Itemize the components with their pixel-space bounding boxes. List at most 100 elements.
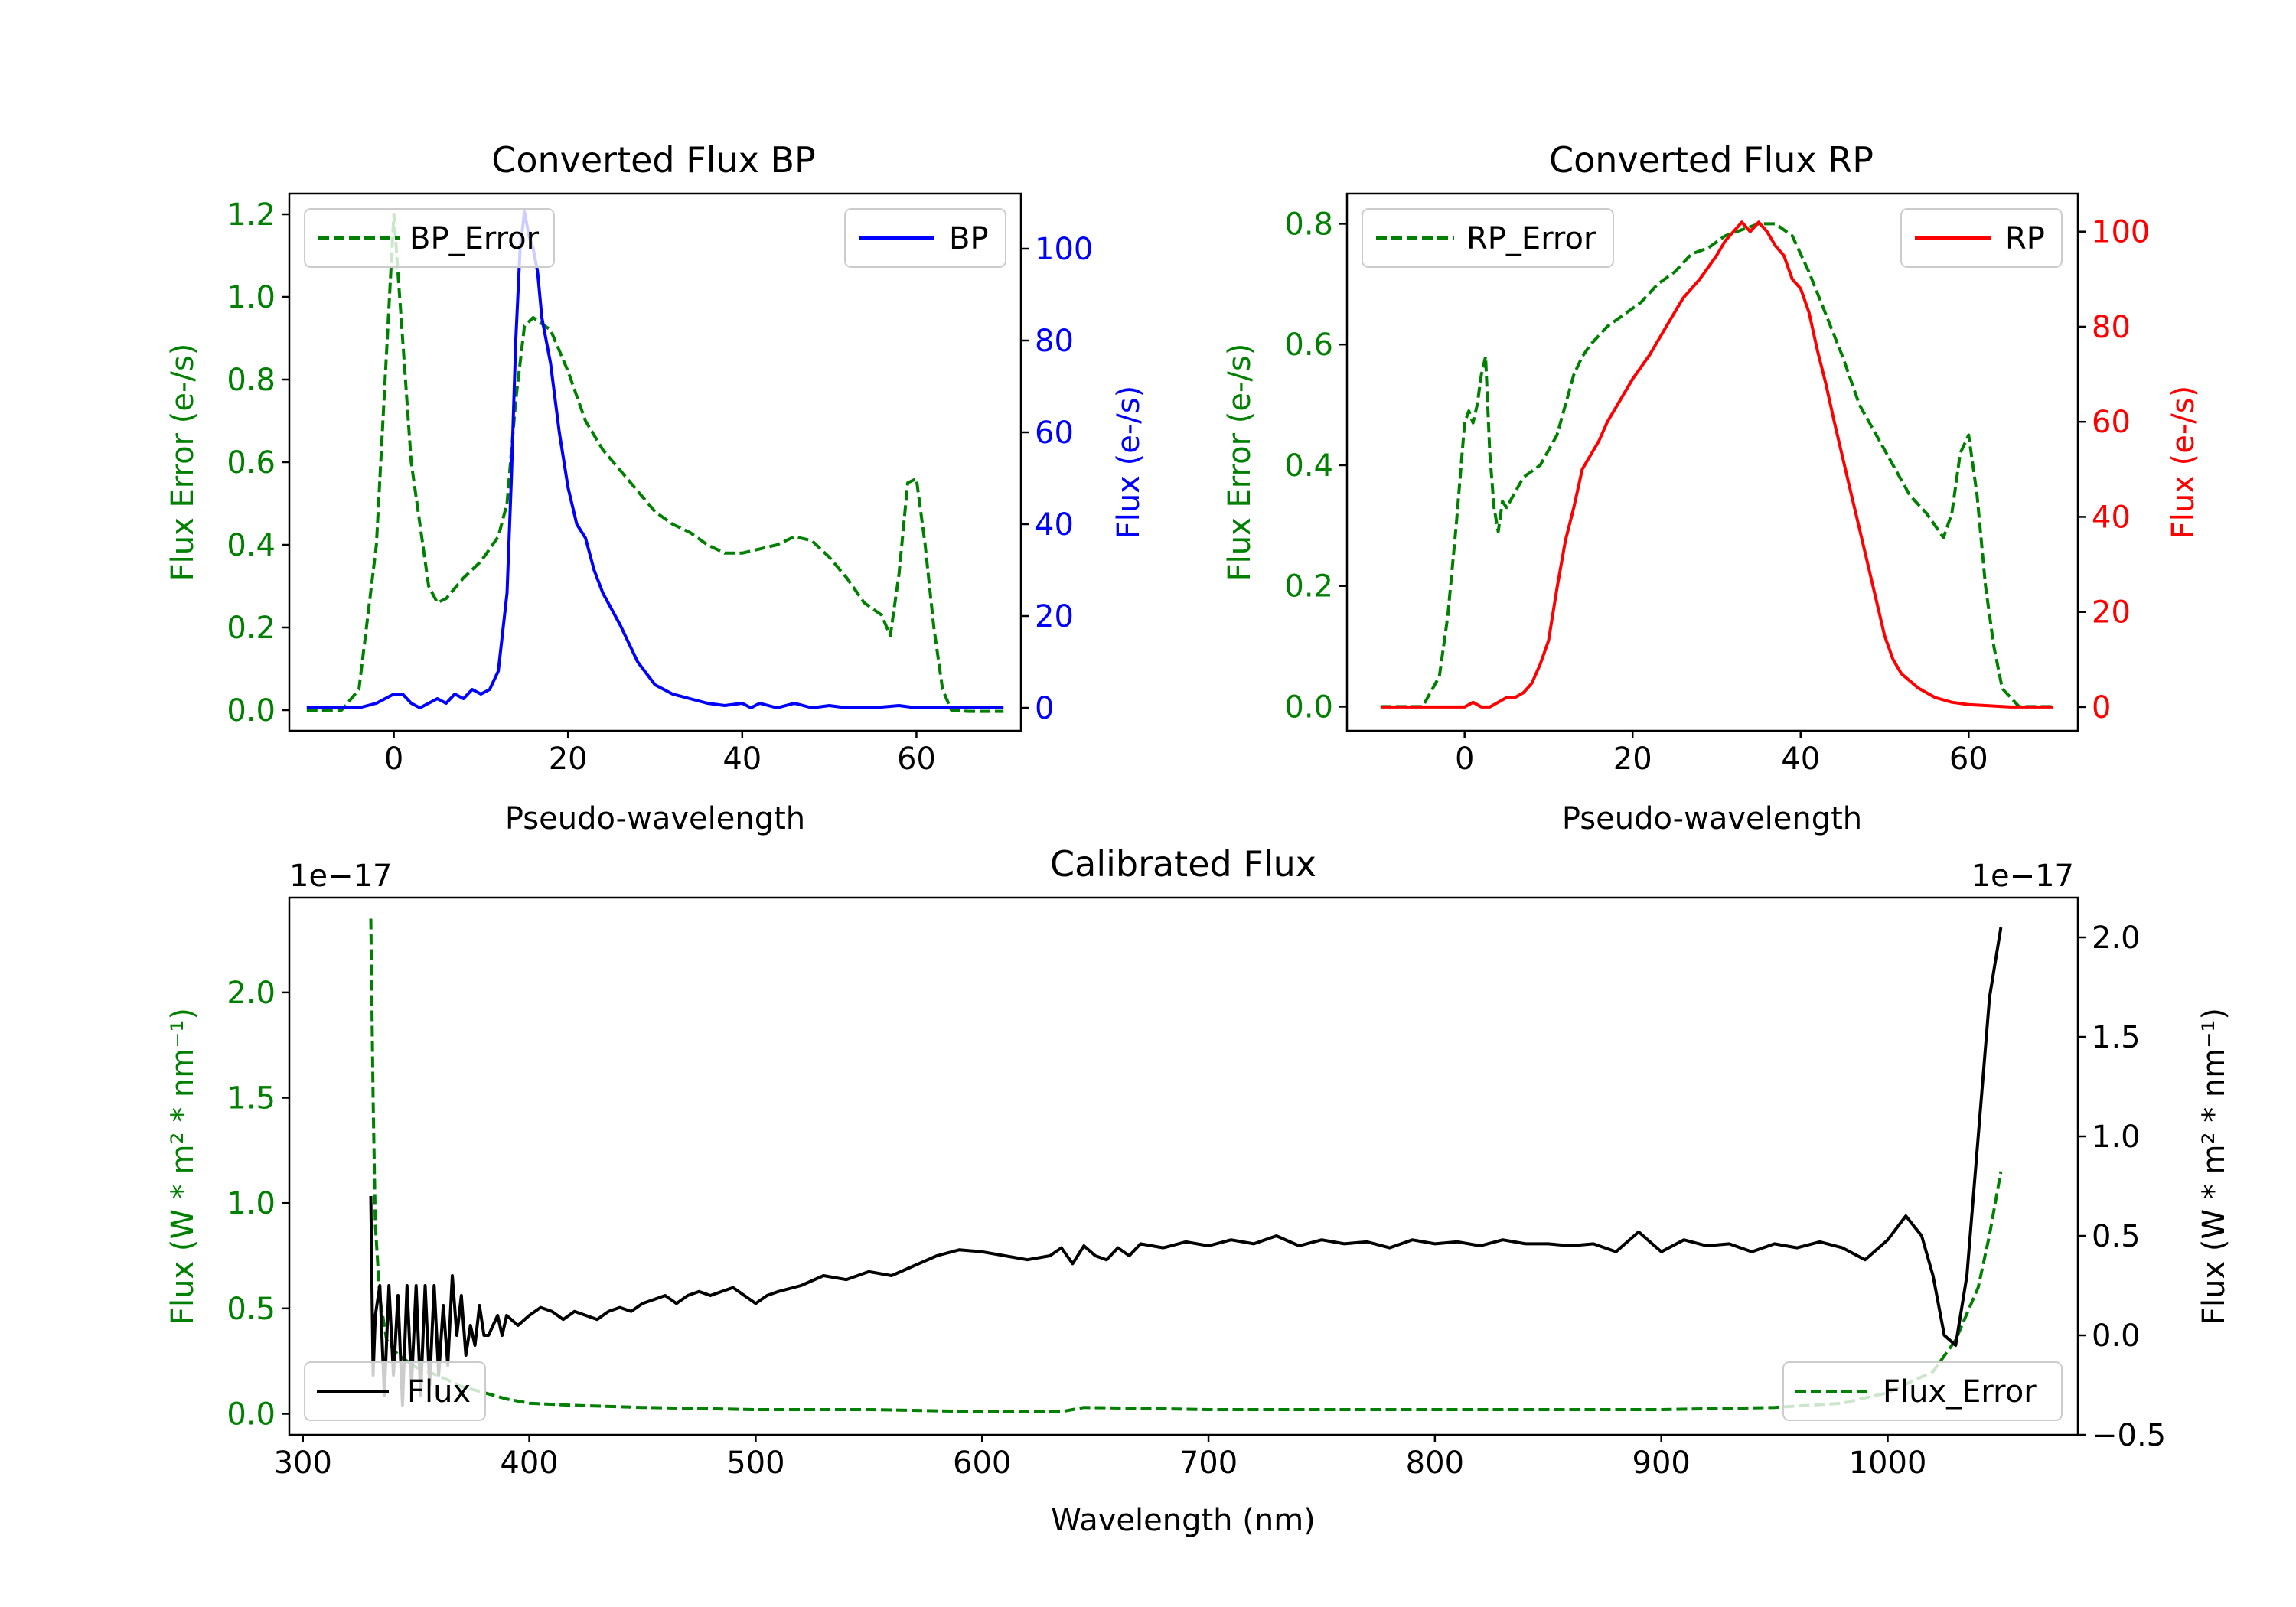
calibrated-chart-title: Calibrated Flux [1050, 843, 1316, 885]
bp-right-y-axis-label: Flux (e-/s) [1111, 386, 1146, 539]
bp-x-axis: 0 20 40 60 [384, 731, 936, 777]
rp-left-y-axis: 0.0 0.2 0.4 0.6 0.8 [1284, 207, 1347, 725]
bp-left-y-axis-label: Flux Error (e-/s) [165, 344, 201, 582]
calibrated-x-axis: 300 400 500 600 700 800 900 1000 [274, 1435, 1927, 1481]
calibrated-right-y-axis: −0.5 0.0 0.5 1.0 1.5 2.0 [2078, 921, 2166, 1453]
left-y-tick-label: 0.4 [1284, 448, 1333, 484]
series-line-flux-error [369, 918, 2003, 1413]
x-tick-label: 40 [1781, 742, 1820, 777]
x-tick-label: 600 [953, 1446, 1011, 1481]
legend-label: BP_Error [409, 221, 540, 256]
right-y-tick-label: 20 [1035, 599, 1074, 634]
bp-legend: BP [844, 208, 1006, 268]
legend-label: Flux_Error [1883, 1374, 2037, 1410]
legend-frame [304, 1361, 486, 1421]
left-y-tick-label: 0.8 [227, 363, 276, 398]
left-y-tick-label: 2.0 [227, 976, 276, 1011]
legend-frame [304, 208, 555, 268]
series-line-rp-error [1380, 222, 2053, 709]
right-y-tick-label: 0 [2092, 690, 2111, 725]
right-y-tick-label: 0.0 [2092, 1319, 2141, 1354]
left-y-tick-label: 0.0 [1284, 689, 1333, 725]
legend-label: RP_Error [1466, 221, 1596, 256]
rp-plot-area [1380, 220, 2053, 709]
x-tick-label: 800 [1406, 1446, 1464, 1481]
rp-left-y-axis-label: Flux Error (e-/s) [1222, 344, 1257, 582]
left-y-tick-label: 0.6 [227, 445, 276, 481]
rp-right-y-axis: 0 20 40 60 80 100 [2078, 215, 2150, 725]
left-y-tick-label: 1.0 [227, 280, 276, 315]
bp-left-y-axis: 0.0 0.2 0.4 0.6 0.8 1.0 1.2 [227, 197, 289, 729]
series-line-bp [306, 210, 1004, 709]
rp-error-legend: RP_Error [1362, 208, 1614, 268]
rp-right-y-axis-label: Flux (e-/s) [2166, 386, 2201, 539]
left-y-tick-label: 0.6 [1284, 328, 1333, 363]
calibrated-right-offset-text: 1e−17 [1971, 859, 2074, 894]
rp-chart-panel: Converted Flux RP 0 20 40 60 0.00.20.40.60.… [1222, 139, 2201, 836]
bp-error-legend: BP_Error [304, 208, 555, 268]
x-tick-label: 60 [897, 742, 936, 777]
right-y-tick-label: 40 [1035, 507, 1074, 543]
bp-chart-title: Converted Flux BP [491, 139, 816, 181]
left-y-tick-label: 1.5 [227, 1081, 276, 1116]
right-y-tick-label: 2.0 [2092, 921, 2141, 956]
bp-x-axis-label: Pseudo-wavelength [505, 801, 805, 836]
calibrated-left-offset-text: 1e−17 [289, 859, 392, 894]
x-tick-label: 900 [1632, 1446, 1691, 1481]
left-y-tick-label: 1.0 [227, 1186, 276, 1221]
right-y-tick-label: −0.5 [2092, 1418, 2166, 1453]
legend-frame [1782, 1361, 2063, 1421]
flux-error-legend: Flux_Error [1782, 1361, 2063, 1421]
left-y-tick-label: 0.8 [1284, 207, 1333, 242]
bp-plot-area [306, 210, 1004, 713]
rp-chart-title: Converted Flux RP [1549, 139, 1874, 181]
right-y-tick-label: 80 [1035, 324, 1074, 359]
calibrated-x-axis-label: Wavelength (nm) [1051, 1503, 1316, 1538]
legend-label: BP [949, 221, 989, 256]
calibrated-plot-area [369, 918, 2003, 1413]
x-tick-label: 400 [500, 1446, 558, 1481]
left-y-tick-label: 0.2 [1284, 569, 1333, 605]
right-y-tick-label: 40 [2092, 500, 2131, 535]
series-line-flux [369, 927, 2003, 1407]
legend-label: Flux [407, 1374, 471, 1410]
x-tick-label: 500 [726, 1446, 784, 1481]
x-tick-label: 40 [722, 742, 762, 777]
x-tick-label: 700 [1179, 1446, 1238, 1481]
rp-legend: RP [1900, 208, 2063, 268]
right-y-tick-label: 100 [2092, 215, 2150, 250]
calibrated-chart-panel: Calibrated Flux 300 400 500 600 700 800 900 100… [165, 843, 2232, 1538]
right-y-tick-label: 1.0 [2092, 1120, 2141, 1155]
x-tick-label: 60 [1949, 742, 1988, 777]
right-y-tick-label: 1.5 [2092, 1020, 2141, 1055]
x-tick-label: 300 [274, 1446, 332, 1481]
left-y-tick-label: 0.0 [227, 693, 276, 729]
x-tick-label: 20 [1613, 742, 1652, 777]
x-tick-label: 1000 [1849, 1446, 1927, 1481]
calibrated-axes-frame [288, 896, 2079, 1436]
bp-right-y-axis: 0 20 40 60 80 100 [1021, 232, 1093, 726]
rp-x-axis: 0 20 40 60 [1455, 731, 1988, 777]
right-y-tick-label: 80 [2092, 310, 2131, 345]
calibrated-left-y-axis-label: Flux (W * m² * nm⁻¹) [165, 1008, 201, 1325]
left-y-tick-label: 0.0 [227, 1397, 276, 1432]
calibrated-left-y-axis: 0.0 0.5 1.0 1.5 2.0 [227, 976, 289, 1432]
series-line-rp [1380, 220, 2053, 709]
rp-axes-frame [1345, 192, 2079, 732]
legend-frame [1362, 208, 1614, 268]
left-y-tick-label: 0.5 [227, 1292, 276, 1327]
series-line-bp-error [306, 213, 1004, 713]
left-y-tick-label: 0.4 [227, 528, 276, 563]
left-y-tick-label: 0.2 [227, 611, 276, 646]
x-tick-label: 0 [384, 742, 403, 777]
right-y-tick-label: 20 [2092, 595, 2131, 631]
x-tick-label: 0 [1455, 742, 1474, 777]
bp-chart-panel: Converted Flux BP 0 20 40 60 0.00.20.40.60.… [165, 139, 1146, 836]
rp-x-axis-label: Pseudo-wavelength [1562, 801, 1862, 836]
flux-legend: Flux [304, 1361, 486, 1421]
calibrated-right-y-axis-label: Flux (W * m² * nm⁻¹) [2197, 1008, 2232, 1325]
left-y-tick-label: 1.2 [227, 197, 276, 233]
right-y-tick-label: 60 [1035, 416, 1074, 451]
legend-label: RP [2005, 221, 2045, 256]
